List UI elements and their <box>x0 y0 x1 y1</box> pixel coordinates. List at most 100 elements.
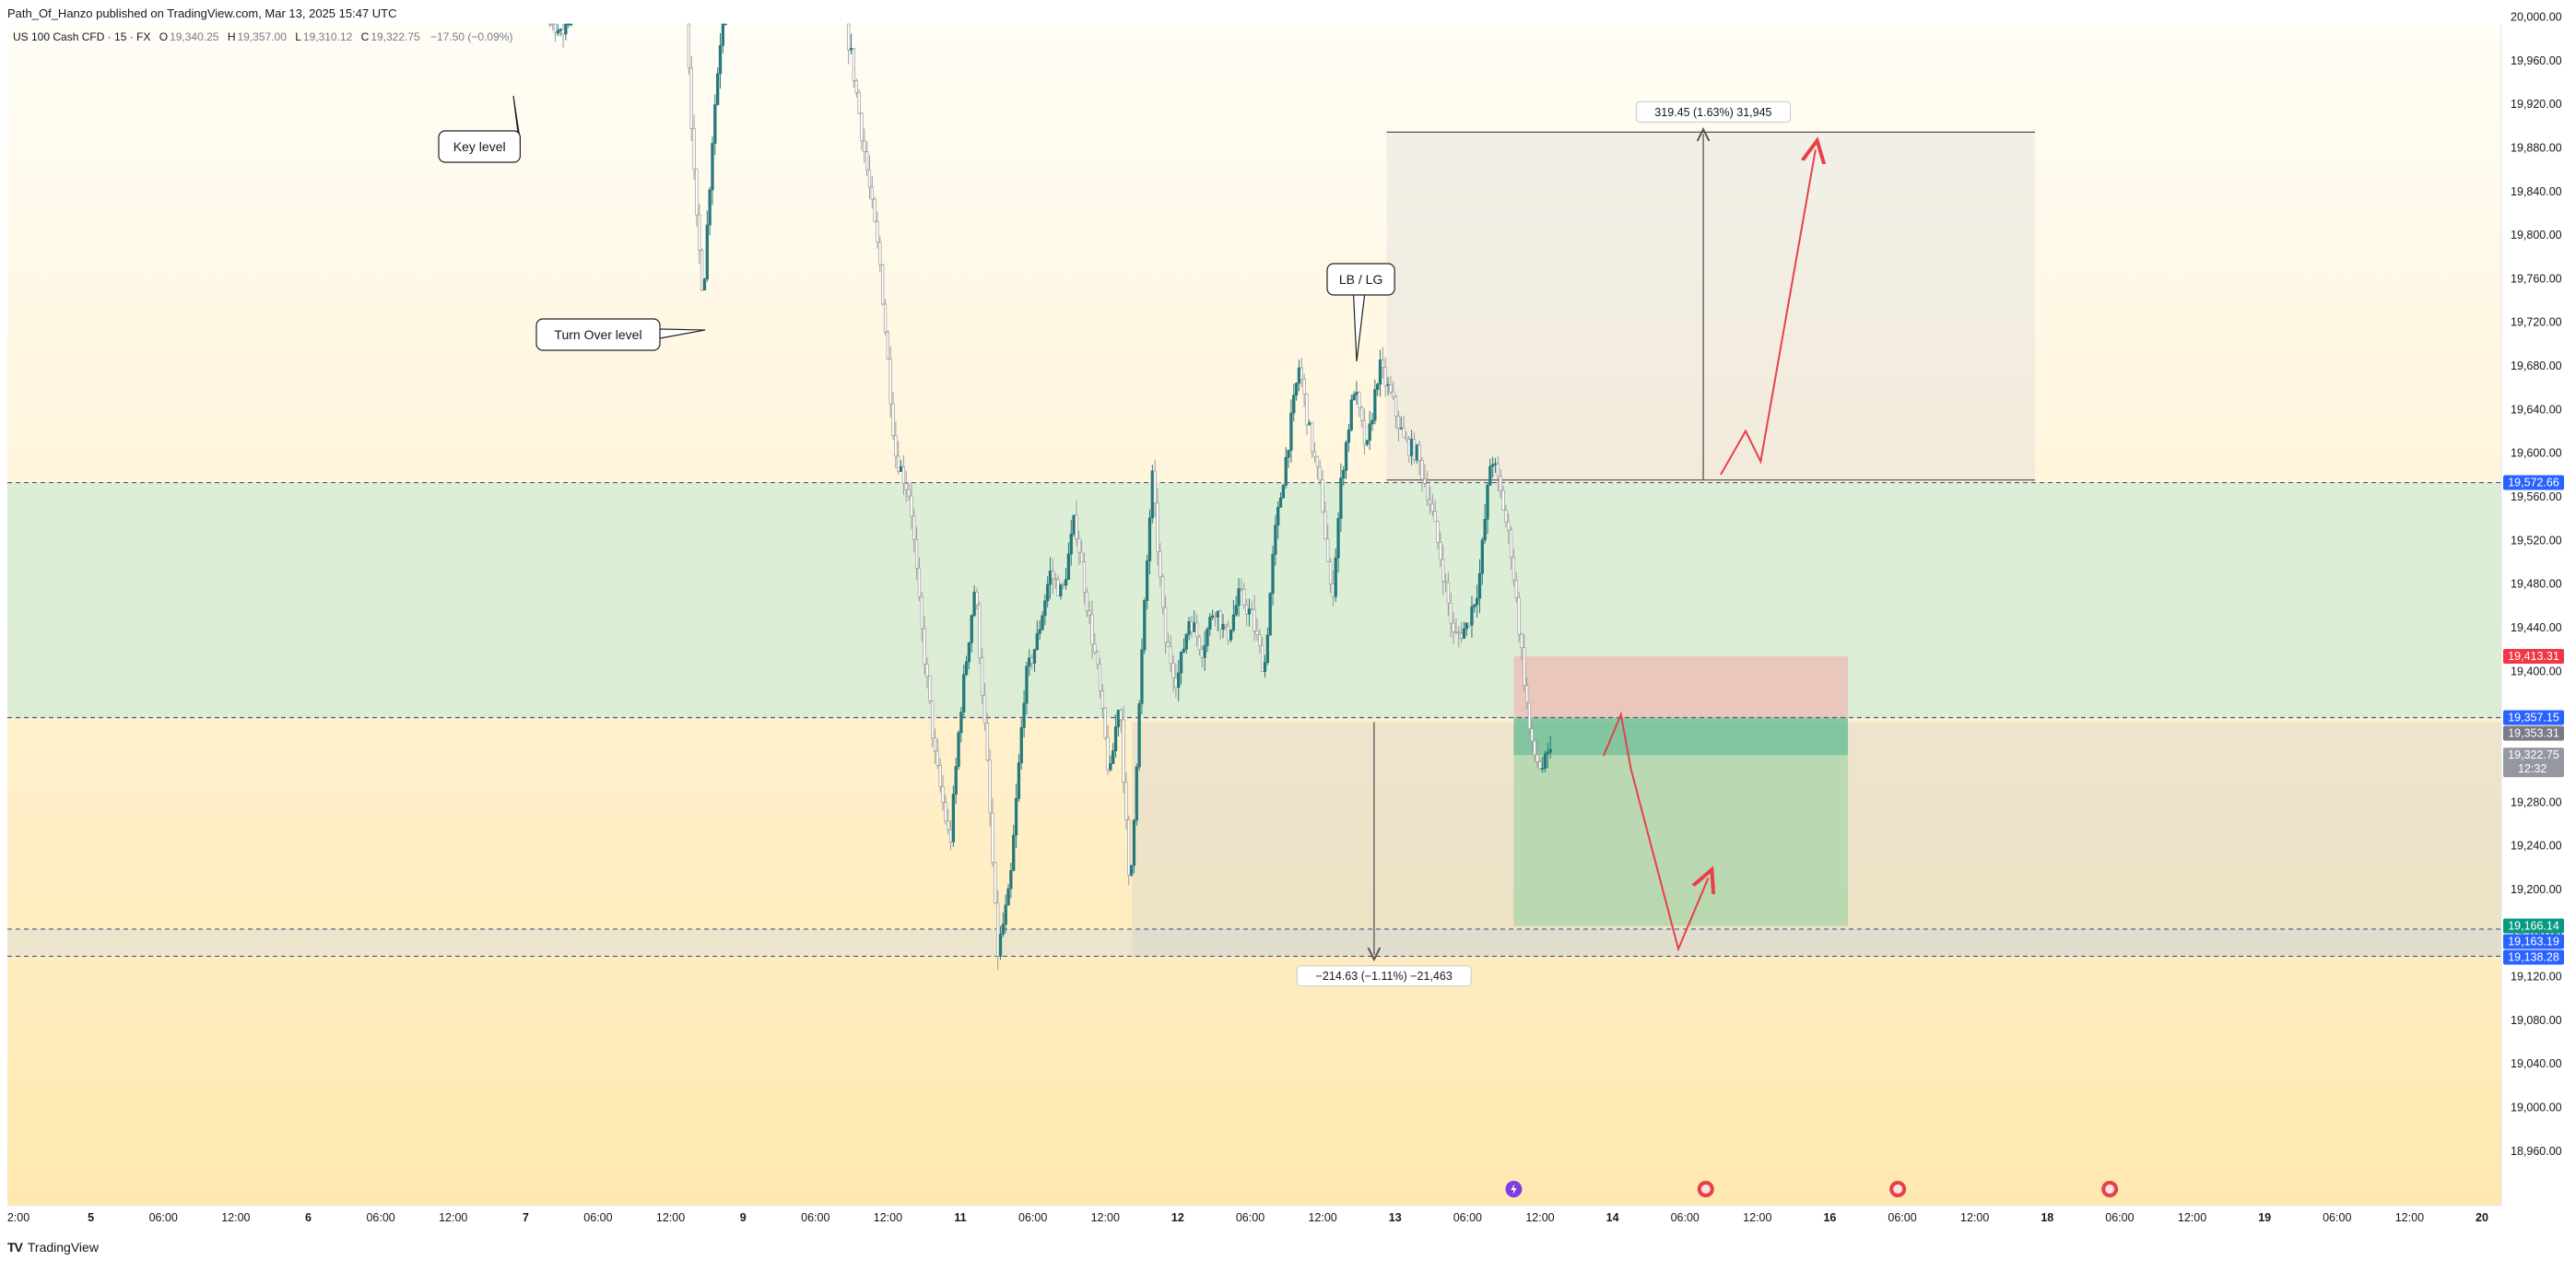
candle-body <box>1019 726 1023 763</box>
callout-pointer <box>659 328 706 339</box>
x-tick-label: 7 <box>523 1211 529 1224</box>
tradingview-logo-icon[interactable]: TV <box>7 1240 23 1255</box>
price-label-text: 19,572.66 <box>2508 477 2559 489</box>
footer: TV TradingView <box>7 1237 99 1257</box>
candle-body <box>1098 664 1102 691</box>
x-tick-label: 06:00 <box>1888 1211 1916 1224</box>
price-label-text: 19,357.15 <box>2508 711 2559 724</box>
candle-body <box>867 170 872 188</box>
candle-body <box>1077 537 1081 553</box>
candle-body <box>923 628 926 666</box>
candle-body <box>695 169 699 216</box>
candle-body <box>1001 924 1006 935</box>
candle-body <box>1359 407 1364 421</box>
callout-2[interactable]: Turn Over level <box>535 318 706 351</box>
candle-body <box>883 303 888 333</box>
candle-body <box>1441 559 1445 582</box>
candle-body <box>982 694 987 724</box>
flag-inner <box>2105 1184 2115 1194</box>
measure-down-label[interactable]: −214.63 (−1.11%) −21,463 <box>1296 965 1472 987</box>
candle-body <box>975 591 979 606</box>
brand-text[interactable]: TradingView <box>27 1240 99 1255</box>
candle-body <box>994 862 997 903</box>
candle-body <box>1396 415 1401 429</box>
callout-3[interactable]: LB / LG <box>1326 263 1395 362</box>
candle-body <box>1312 451 1317 457</box>
x-tick-label: 9 <box>740 1211 747 1224</box>
candle-body <box>1085 591 1088 612</box>
x-tick-label: 12:00 <box>656 1211 685 1224</box>
x-tick-label: 06:00 <box>2105 1211 2134 1224</box>
candle-body <box>1109 763 1112 771</box>
candle-body <box>1132 819 1136 866</box>
candle-body <box>1059 584 1063 596</box>
ohlc-legend: US 100 Cash CFD · 15 · FX O 19,340.25 H 19… <box>13 28 512 46</box>
candle-body <box>1100 690 1104 709</box>
candle-body <box>553 23 558 34</box>
symbol-label[interactable]: US 100 Cash CFD · 15 · FX <box>13 30 151 43</box>
x-tick-label: 12:00 <box>2395 1211 2424 1224</box>
candle-body <box>1150 470 1154 519</box>
candle-body <box>1457 631 1461 634</box>
price-label-0[interactable]: 19,572.66 <box>2503 475 2564 490</box>
candle-body <box>1200 649 1204 658</box>
candle-body <box>1017 762 1021 799</box>
candle-body <box>1216 610 1220 618</box>
candle-body <box>1203 645 1206 658</box>
price-label-5[interactable]: 19,166.14 <box>2503 918 2564 934</box>
candle-body <box>1218 610 1222 630</box>
low-value: 19,310.12 <box>302 30 353 43</box>
candle-body <box>1244 604 1249 615</box>
candle-body <box>569 23 573 26</box>
candle-body <box>1423 478 1427 484</box>
callout-text: Key level <box>453 139 506 154</box>
candle-body <box>1402 427 1406 439</box>
price-label-1[interactable]: 19,413.31 <box>2503 649 2564 665</box>
candle-body <box>1194 622 1199 638</box>
price-label-bg <box>2503 649 2564 665</box>
price-label-7[interactable]: 19,138.28 <box>2503 949 2564 965</box>
price-label-6[interactable]: 19,163.19 <box>2503 934 2564 949</box>
candle-body <box>1548 748 1552 753</box>
y-tick-label: 19,800.00 <box>2511 229 2562 242</box>
candle-body <box>1334 557 1337 597</box>
open-value: 19,340.25 <box>170 30 219 43</box>
candle-body <box>559 29 562 31</box>
candle-body <box>914 538 919 569</box>
open-label: O <box>159 30 169 43</box>
candle-body <box>1127 819 1131 876</box>
price-label-2[interactable]: 19,357.15 <box>2503 710 2564 725</box>
measure-up-label[interactable]: 319.45 (1.63%) 31,945 <box>1635 100 1792 123</box>
candle-body <box>1344 442 1348 471</box>
candle-body <box>1072 514 1076 535</box>
y-tick-label: 18,960.00 <box>2511 1145 2562 1158</box>
candle-body <box>1113 726 1118 751</box>
candle-body <box>1276 506 1280 526</box>
price-label-text: 19,322.75 <box>2508 748 2559 761</box>
candle-body <box>852 48 856 81</box>
publish-header-text: Path_Of_Hanzo published on TradingView.c… <box>7 6 397 20</box>
candle-body <box>925 664 929 678</box>
candle-body <box>1006 888 1010 906</box>
candle-body <box>1112 750 1115 764</box>
candle-body <box>878 242 882 265</box>
candle-body <box>1292 395 1296 414</box>
callout-text: LB / LG <box>1339 272 1382 287</box>
candle-body <box>1294 383 1299 396</box>
callout-box <box>1326 263 1395 296</box>
y-tick-label: 19,480.00 <box>2511 578 2562 591</box>
change-value: −17.50 (−0.09%) <box>430 30 513 43</box>
price-label-3[interactable]: 19,353.31 <box>2503 725 2564 741</box>
candle-body <box>1452 622 1455 632</box>
candle-body <box>1362 419 1367 445</box>
callout-1[interactable]: Key level <box>438 95 522 163</box>
candle-body <box>561 29 565 35</box>
candle-body <box>1389 383 1393 393</box>
candle-body <box>1439 542 1442 560</box>
candle-body <box>1504 510 1508 523</box>
y-tick-label: 19,640.00 <box>2511 403 2562 416</box>
candle-body <box>1475 597 1479 606</box>
candle-body <box>1326 538 1330 562</box>
